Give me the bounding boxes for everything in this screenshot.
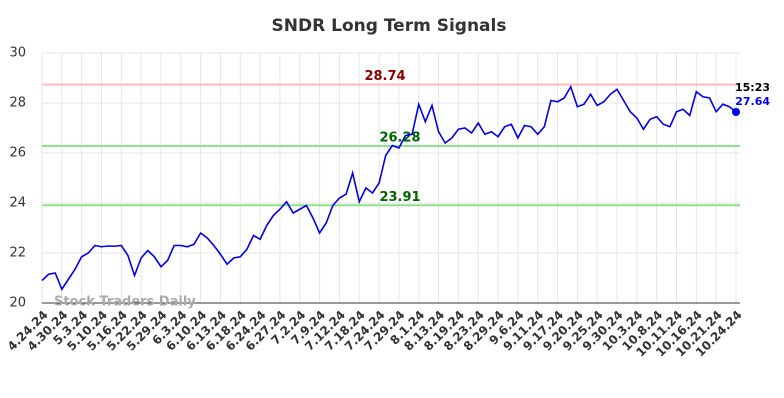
y-tick-label: 22 — [9, 246, 26, 261]
chart-title: SNDR Long Term Signals — [272, 16, 507, 36]
y-tick-label: 24 — [9, 196, 26, 211]
signal-label: 28.74 — [364, 69, 405, 84]
signal-label: 23.91 — [379, 190, 420, 205]
y-tick-label: 30 — [9, 46, 26, 61]
last-time: 15:23 — [735, 81, 770, 94]
price-line — [41, 84, 737, 291]
watermark: Stock Traders Daily — [54, 295, 196, 310]
last-value: 27.64 — [735, 95, 770, 108]
signal-label: 26.28 — [379, 131, 420, 146]
y-tick-label: 20 — [9, 296, 26, 311]
y-tick-label: 28 — [9, 96, 26, 111]
y-tick-label: 26 — [9, 146, 26, 161]
last-point — [732, 108, 740, 116]
